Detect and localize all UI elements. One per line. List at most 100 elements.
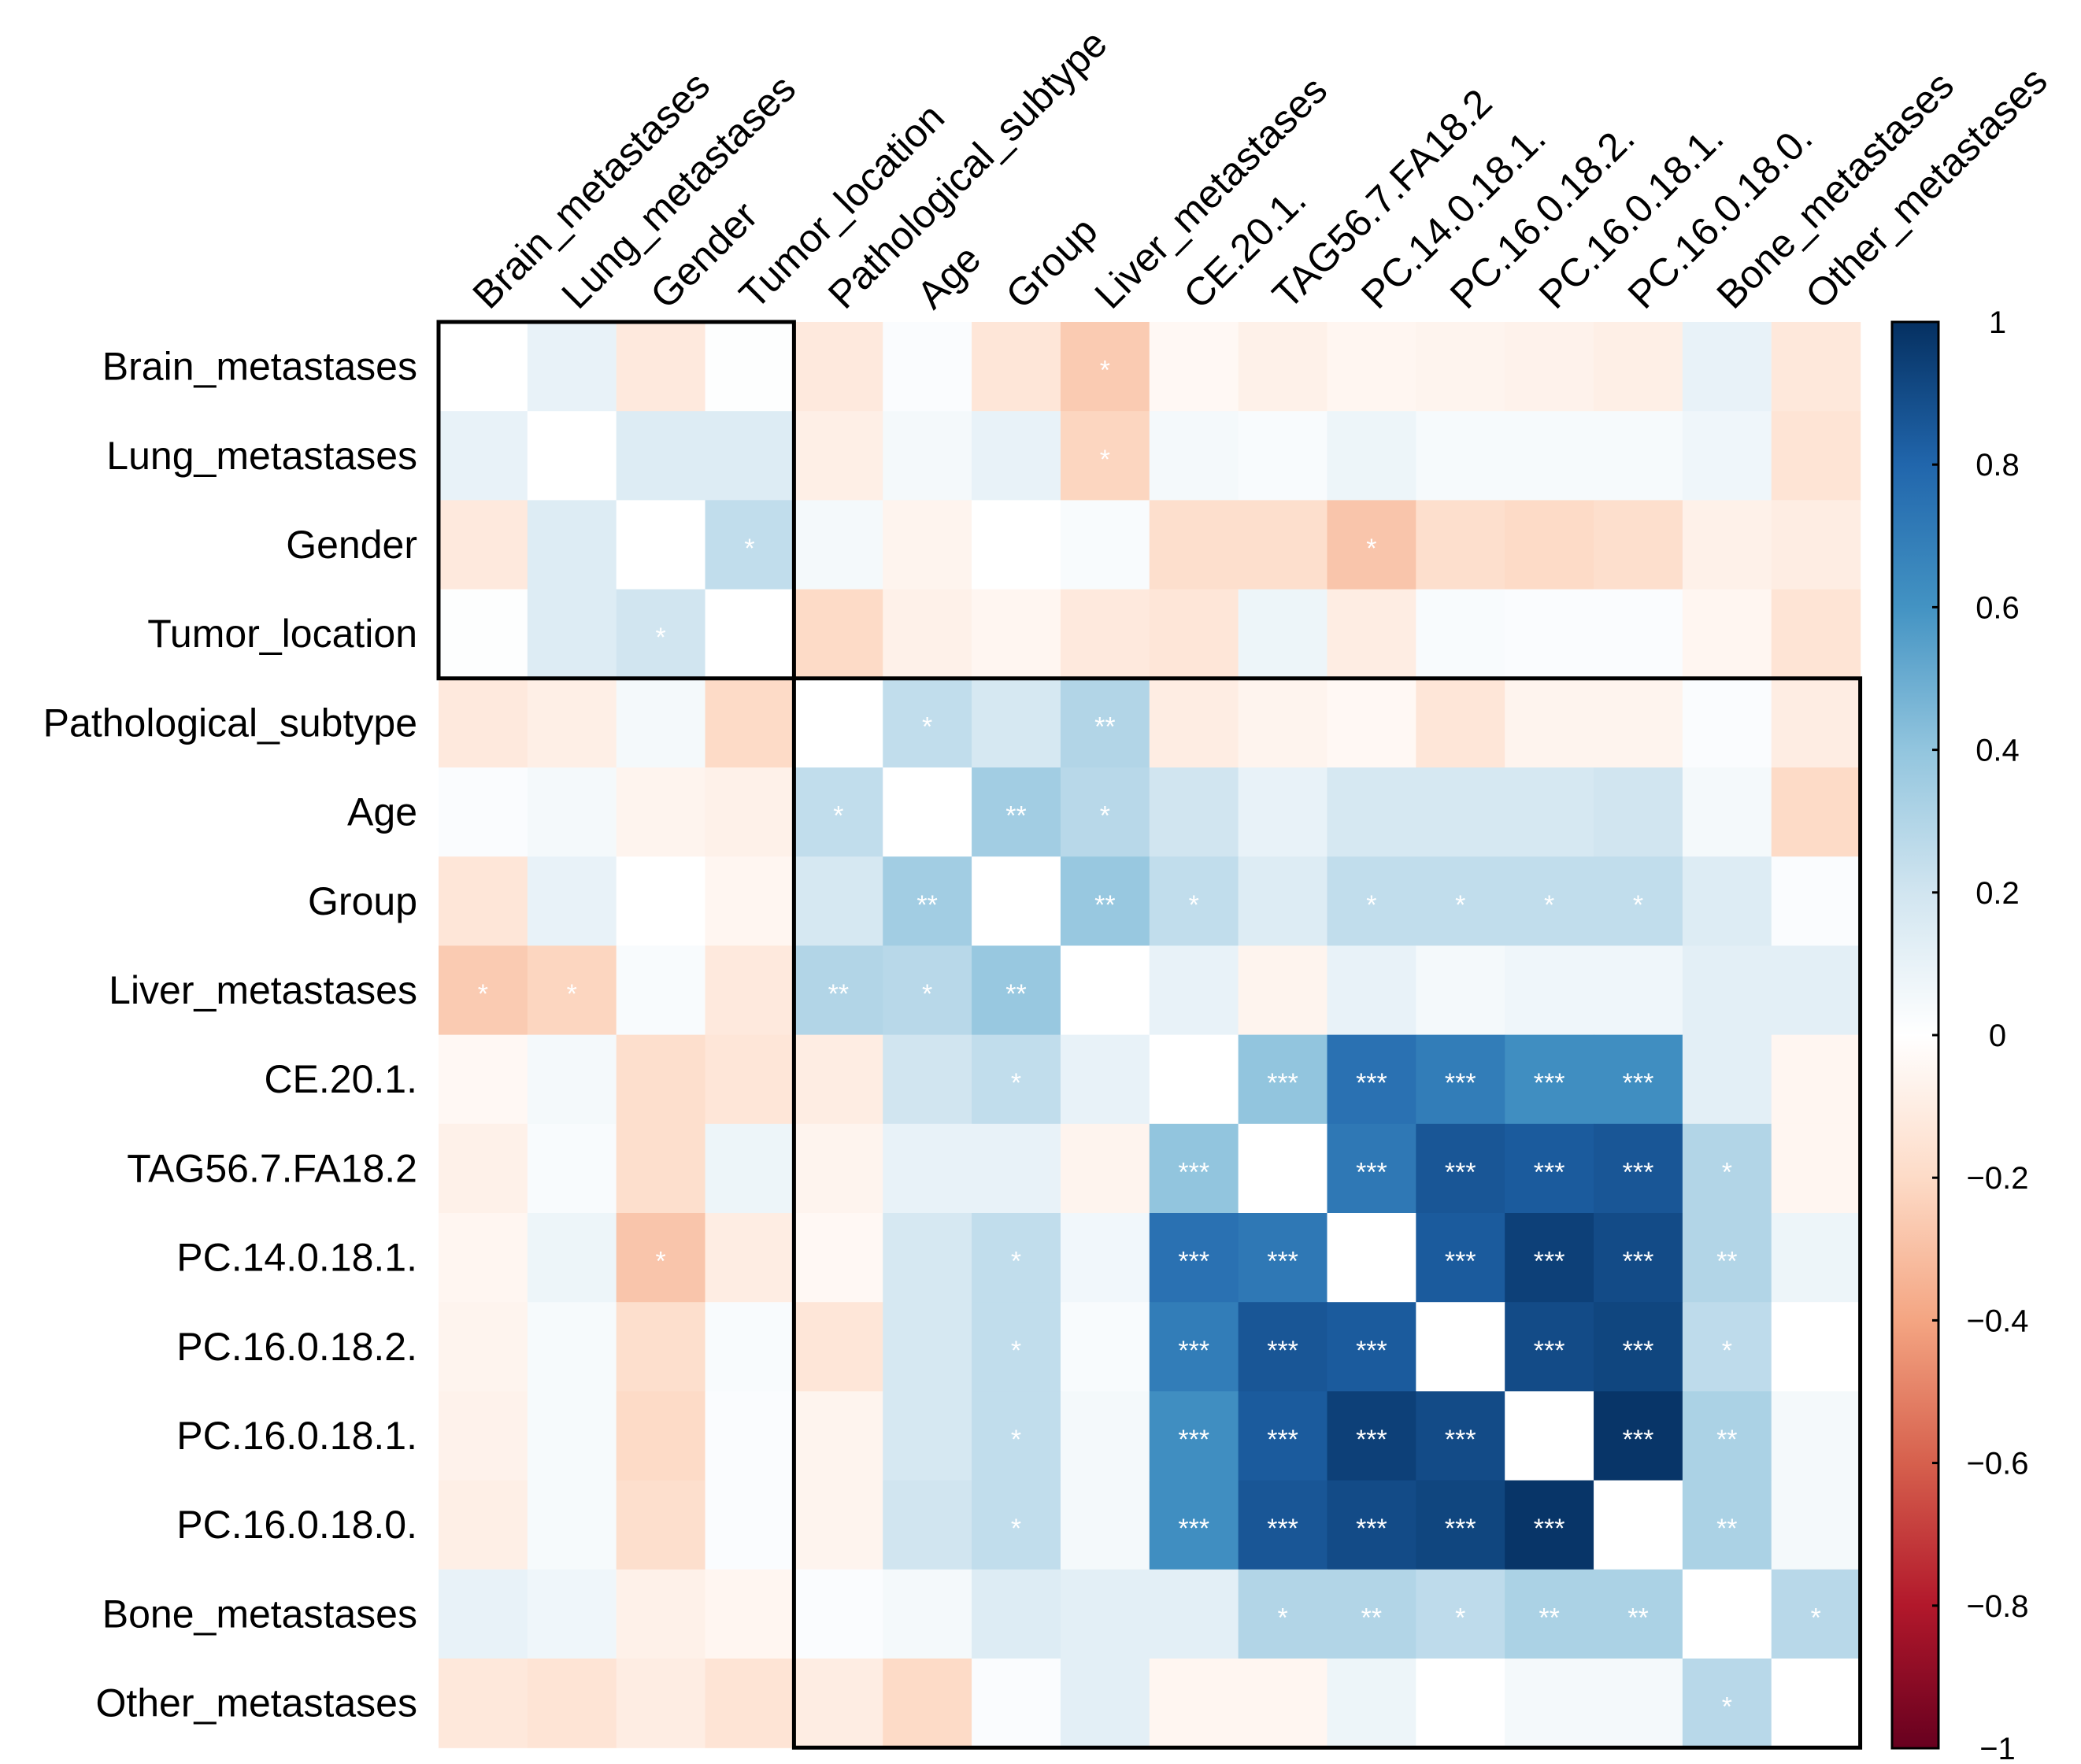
heatmap-cell — [794, 1391, 883, 1481]
heatmap-cell — [1682, 1213, 1772, 1303]
heatmap-cell — [1327, 945, 1416, 1036]
significance-marker: * — [1455, 1603, 1465, 1633]
significance-marker: *** — [1623, 1336, 1654, 1366]
significance-marker: * — [1011, 1247, 1021, 1277]
heatmap-cell — [616, 589, 706, 679]
significance-marker: *** — [1445, 1157, 1476, 1187]
heatmap-cell — [1505, 500, 1594, 590]
heatmap-cell — [1149, 1213, 1239, 1303]
heatmap-cell — [527, 1480, 617, 1570]
heatmap-cell — [1416, 589, 1505, 679]
heatmap-cell — [1149, 589, 1239, 679]
significance-marker: *** — [1267, 1336, 1298, 1366]
heatmap-cell — [705, 1302, 794, 1392]
colorbar-tick-label: 0.4 — [1975, 734, 2020, 768]
heatmap-cell — [1682, 1659, 1772, 1748]
heatmap-cell — [705, 411, 794, 501]
row-label: PC.14.0.18.1. — [176, 1236, 417, 1280]
heatmap-cell — [1682, 1569, 1772, 1659]
heatmap-cell — [1238, 945, 1328, 1036]
heatmap-cell — [1327, 767, 1416, 857]
heatmap-cell — [1238, 411, 1328, 501]
significance-marker: * — [1189, 890, 1199, 920]
significance-marker: ** — [1094, 890, 1115, 920]
heatmap-cell — [1505, 1213, 1594, 1303]
heatmap-cell — [1594, 1123, 1683, 1214]
row-label: Age — [347, 790, 417, 834]
significance-marker: * — [1011, 1425, 1021, 1455]
column-label: Age — [909, 236, 990, 317]
significance-marker: ** — [1005, 979, 1026, 1009]
heatmap-cell — [439, 856, 528, 946]
significance-marker: *** — [1445, 1068, 1476, 1098]
significance-marker: * — [478, 979, 488, 1009]
significance-marker: ** — [1005, 801, 1026, 831]
heatmap-cell — [972, 678, 1061, 768]
heatmap-cell — [1594, 856, 1683, 946]
heatmap-cell — [1682, 856, 1772, 946]
heatmap-cell — [1238, 1480, 1328, 1570]
heatmap-cell — [794, 767, 883, 857]
heatmap-cell — [794, 1659, 883, 1748]
heatmap-cell — [1327, 1213, 1416, 1303]
cluster-box — [436, 320, 796, 681]
heatmap-cell — [1771, 1480, 1861, 1570]
heatmap-cell — [705, 1480, 794, 1570]
heatmap-cell — [1771, 1569, 1861, 1659]
significance-marker: * — [1455, 890, 1465, 920]
heatmap-cell — [1060, 945, 1150, 1036]
significance-marker: *** — [1178, 1514, 1209, 1544]
heatmap-cell — [1505, 1391, 1594, 1481]
heatmap-cell — [1060, 1123, 1150, 1214]
heatmap-cell — [794, 856, 883, 946]
row-label: PC.16.0.18.2. — [176, 1325, 417, 1369]
heatmap-cell — [794, 411, 883, 501]
heatmap-cell — [883, 1391, 972, 1481]
heatmap-cell — [1416, 945, 1505, 1036]
heatmap-cell — [616, 1302, 706, 1392]
heatmap-cell — [972, 322, 1061, 412]
heatmap-cell — [1149, 767, 1239, 857]
heatmap-cell — [1416, 1302, 1505, 1392]
heatmap-cell — [1416, 1480, 1505, 1570]
row-label: PC.16.0.18.1. — [176, 1414, 417, 1458]
heatmap-cell — [439, 1569, 528, 1659]
heatmap-cell — [1416, 1391, 1505, 1481]
heatmap-cell — [705, 500, 794, 590]
heatmap-cell — [527, 411, 617, 501]
heatmap-cell — [1771, 678, 1861, 768]
significance-marker: ** — [828, 979, 849, 1009]
significance-marker: ** — [1094, 712, 1115, 741]
heatmap-cell — [616, 1213, 706, 1303]
heatmap-cell — [527, 500, 617, 590]
significance-marker: *** — [1356, 1514, 1387, 1544]
significance-marker: * — [1011, 1068, 1021, 1098]
heatmap-cell — [1771, 856, 1861, 946]
heatmap-cell — [794, 1213, 883, 1303]
heatmap-cell — [972, 411, 1061, 501]
heatmap-cell — [883, 1480, 972, 1570]
heatmap-cell — [794, 1034, 883, 1125]
heatmap-cell — [1682, 1391, 1772, 1481]
heatmap-cell — [883, 589, 972, 679]
significance-marker: *** — [1356, 1336, 1387, 1366]
heatmap-cell — [1060, 500, 1150, 590]
heatmap-cell — [1416, 678, 1505, 768]
heatmap-cell — [1594, 1034, 1683, 1125]
heatmap-cell — [1149, 1034, 1239, 1125]
heatmap-cell — [705, 678, 794, 768]
heatmap-cell — [1505, 1123, 1594, 1214]
heatmap-cell — [883, 411, 972, 501]
significance-marker: * — [1011, 1514, 1021, 1544]
heatmap-cell — [1060, 322, 1150, 412]
heatmap-cell — [1771, 1391, 1861, 1481]
heatmap-cell — [883, 767, 972, 857]
heatmap-cell — [1505, 945, 1594, 1036]
heatmap-cell — [1149, 322, 1239, 412]
heatmap-cell — [1771, 322, 1861, 412]
heatmap-cell — [527, 945, 617, 1036]
row-label: Other_metastases — [95, 1681, 417, 1725]
significance-marker: * — [1722, 1336, 1732, 1366]
significance-marker: * — [1100, 445, 1110, 475]
heatmap-cell — [527, 1659, 617, 1748]
